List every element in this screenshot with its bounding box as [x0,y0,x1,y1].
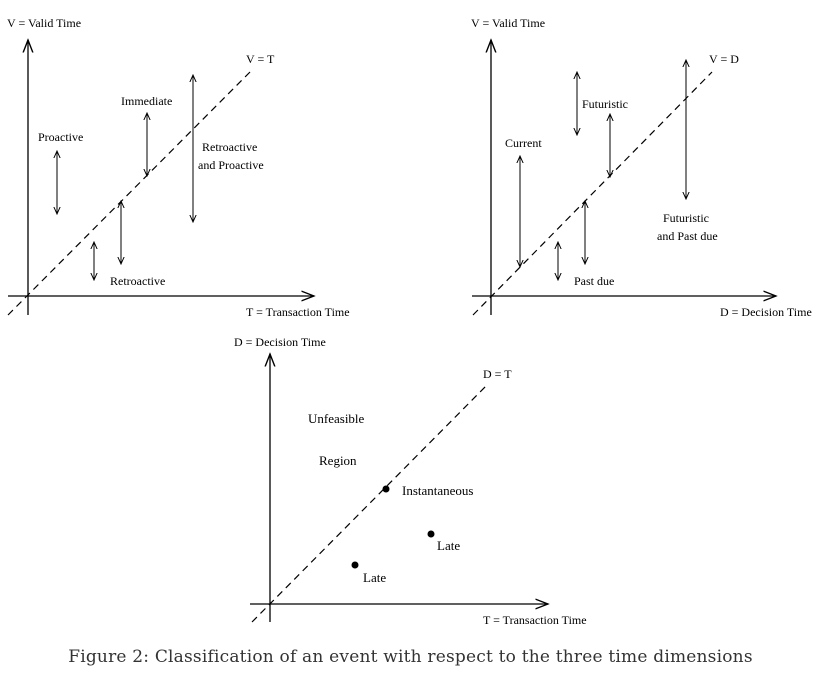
y-axis-label: V = Valid Time [7,16,81,30]
x-axis-label: T = Transaction Time [483,613,587,627]
proactive-label: Proactive [38,130,83,144]
diagonal-label: D = T [483,367,512,381]
retroactive-and-proactive-label-line2: and Proactive [198,158,264,172]
late-point-lower [351,561,359,569]
late-label-lower: Late [363,570,386,585]
figure-caption: Figure 2: Classification of an event wit… [68,647,753,667]
diagonal-label: V = T [246,52,275,66]
late-label-upper: Late [437,538,460,553]
panel-valid-vs-decision: V = Valid Time D = Decision Time V = D C… [471,16,812,319]
late-point-upper [427,530,435,538]
instantaneous-point [382,485,390,493]
current-label: Current [505,136,542,150]
futuristic-label: Futuristic [582,97,628,111]
unfeasible-region-label-line1: Unfeasible [308,411,365,426]
past-due-label: Past due [574,274,614,288]
panel-valid-vs-transaction: V = Valid Time T = Transaction Time V = … [7,16,350,319]
futuristic-and-past-due-label-line1: Futuristic [663,211,709,225]
retroactive-and-proactive-label-line1: Retroactive [202,140,257,154]
diagonal-label: V = D [709,52,739,66]
panel-decision-vs-transaction: D = Decision Time T = Transaction Time D… [234,335,587,627]
futuristic-and-past-due-label-line2: and Past due [657,229,718,243]
y-axis-label: V = Valid Time [471,16,545,30]
diagonal-d-equals-t [251,383,489,623]
retroactive-label: Retroactive [110,274,165,288]
instantaneous-label: Instantaneous [402,483,473,498]
immediate-label: Immediate [121,94,172,108]
x-axis-label: D = Decision Time [720,305,812,319]
unfeasible-region-label-line2: Region [319,453,357,468]
y-axis-label: D = Decision Time [234,335,326,349]
diagonal-v-equals-t [7,71,251,316]
diagonal-v-equals-d [472,71,713,316]
x-axis-label: T = Transaction Time [246,305,350,319]
